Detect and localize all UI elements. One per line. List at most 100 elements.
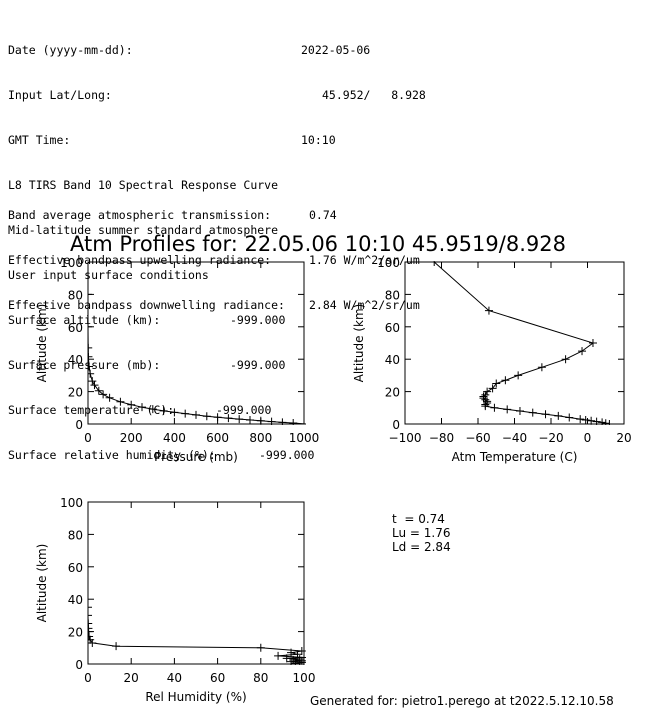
humidity-profile-point (291, 659, 300, 665)
summary-upwelling: Lu = 1.76 (392, 526, 451, 540)
pressure-profile-point (289, 419, 298, 425)
upwelling-value: 1.76 W/m^2/sr/um (309, 253, 420, 267)
temperature-profile-point (598, 418, 607, 425)
humidity-profile-point (282, 654, 291, 663)
pressure-profile-point (88, 343, 93, 352)
temperature-profile-point (587, 416, 596, 425)
temperature-profile-point (537, 363, 546, 372)
temperature-profile-ytick-label: 0 (392, 418, 400, 432)
temperature-profile-xtick-label: 20 (616, 431, 631, 445)
pressure-profile-point (99, 390, 108, 399)
latlong-label: Input Lat/Long: (8, 88, 112, 102)
temperature-profile-ytick-label: 100 (377, 256, 400, 270)
pressure-profile-ytick-label: 100 (60, 256, 83, 270)
pressure-profile-point (90, 381, 99, 390)
pressure-profile-point (88, 377, 97, 386)
pressure-profile-point (148, 405, 157, 414)
generated-for-footer: Generated for: pietro1.perego at t2022.5… (310, 694, 614, 708)
temperature-profile-point (605, 420, 614, 425)
pressure-profile-point (116, 397, 125, 406)
temperature-profile-point (483, 387, 492, 396)
pressure-profile-point (302, 423, 306, 425)
pressure-profile-xlabel: Pressure (mb) (154, 450, 238, 464)
humidity-profile-point (88, 638, 97, 647)
date-value: 2022-05-06 (301, 43, 371, 57)
humidity-profile-point (300, 653, 306, 662)
pressure-profile-xtick-label: 200 (120, 431, 143, 445)
temperature-profile-point (601, 419, 610, 425)
surface-temperature-label: Surface temperature (C): (8, 403, 175, 417)
pressure-profile-point (170, 408, 179, 417)
pressure-profile-point (127, 400, 136, 409)
summary-downwelling: Ld = 2.84 (392, 540, 451, 554)
humidity-profile-xtick-label: 60 (210, 671, 225, 685)
humidity-profile-point (293, 650, 302, 659)
temperature-profile-ytick-label: 20 (385, 386, 400, 400)
humidity-profile-ytick-label: 0 (75, 658, 83, 672)
pressure-profile-xtick-label: 800 (249, 431, 272, 445)
pressure-profile-ytick-label: 80 (68, 288, 83, 302)
temperature-profile-point (528, 408, 537, 417)
humidity-profile-ytick-label: 80 (68, 528, 83, 542)
humidity-profile-point (88, 619, 93, 628)
humidity-profile-point (274, 651, 283, 660)
humidity-profile-point (289, 655, 298, 664)
temperature-profile-point (588, 339, 597, 347)
temperature-profile-point (514, 371, 523, 380)
downwelling-value: 2.84 W/m^2/sr/um (309, 298, 420, 312)
transmission-label: Band average atmospheric transmission: (8, 208, 272, 222)
temperature-profile-xtick-label: −20 (538, 431, 563, 445)
pressure-profile-point (88, 352, 93, 361)
surface-humidity-value: -999.000 (259, 448, 315, 462)
temperature-profile-point (561, 355, 570, 364)
gmt-label: GMT Time: (8, 133, 71, 147)
humidity-profile-point (88, 603, 92, 612)
date-label: Date (yyyy-mm-dd): (8, 43, 133, 57)
pressure-profile-ytick-label: 0 (75, 418, 83, 432)
humidity-profile-point (112, 642, 121, 651)
temperature-profile-xtick-label: −60 (465, 431, 490, 445)
humidity-profile-point (88, 635, 95, 644)
humidity-profile-series-line (88, 607, 305, 665)
spectral-curve-line: L8 TIRS Band 10 Spectral Response Curve (8, 178, 279, 192)
header-block: Date (yyyy-mm-dd): 2022-05-06 Input Lat/L… (8, 13, 426, 478)
humidity-profile-ytick-label: 20 (68, 626, 83, 640)
temperature-profile-point (484, 306, 493, 315)
temperature-profile-ytick-label: 60 (385, 321, 400, 335)
temperature-profile-point (483, 397, 492, 406)
temperature-profile-ytick-label: 40 (385, 353, 400, 367)
temperature-profile-point (581, 415, 590, 424)
humidity-profile-xtick-label: 20 (124, 671, 139, 685)
pressure-profile-ytick-label: 40 (68, 353, 83, 367)
humidity-profile-point (297, 656, 306, 665)
pressure-profile-point (138, 403, 146, 412)
temperature-profile-xlabel: Atm Temperature (C) (452, 450, 578, 464)
temperature-profile-ylabel: Altitude (km) (352, 304, 366, 383)
humidity-profile-point (287, 657, 296, 665)
humidity-profile-frame (87, 501, 305, 665)
temperature-profile-xtick-label: −80 (429, 431, 454, 445)
latlong-value: 45.952/ 8.928 (322, 88, 426, 102)
surface-humidity-label: Surface relative humidity (%): (8, 448, 216, 462)
pressure-profile-point (88, 369, 95, 378)
humidity-profile-xtick-label: 80 (253, 671, 268, 685)
temperature-profile-series-line (433, 261, 610, 425)
humidity-profile-ytick-label: 100 (60, 496, 83, 510)
atmosphere-line: Mid-latitude summer standard atmosphere (8, 223, 279, 237)
pressure-profile-point (88, 290, 92, 299)
temperature-profile-point (430, 261, 439, 266)
pressure-profile-point (159, 406, 168, 415)
surface-temperature-value: -999.000 (216, 403, 272, 417)
pressure-profile-xtick-label: 600 (206, 431, 229, 445)
pressure-profile-point (235, 415, 244, 424)
pressure-profile-xtick-label: 1000 (289, 431, 320, 445)
temperature-profile-xtick-label: 0 (584, 431, 592, 445)
humidity-profile-xlabel: Rel Humidity (%) (145, 690, 246, 704)
surface-altitude-value: -999.000 (230, 313, 286, 327)
temperature-profile-point (481, 390, 490, 399)
pressure-profile-point (192, 410, 200, 419)
humidity-profile-ylabel: Altitude (km) (35, 544, 49, 623)
temperature-profile-point (576, 415, 585, 424)
temperature-profile-point (501, 376, 510, 385)
